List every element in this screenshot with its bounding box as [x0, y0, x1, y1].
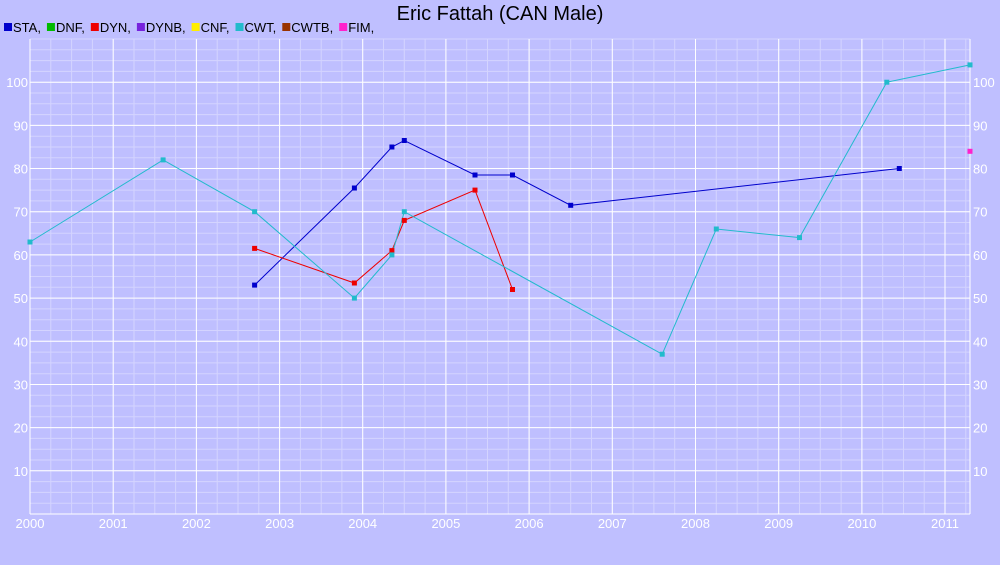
data-point [896, 166, 902, 171]
data-point [160, 157, 166, 163]
x-tick-label: 2001 [99, 516, 128, 531]
x-tick-label: 2005 [431, 516, 460, 531]
series-points [27, 62, 973, 357]
legend-swatch [282, 23, 291, 31]
data-point [389, 248, 395, 254]
legend-swatch [4, 23, 12, 31]
y-tick-label: 60 [14, 248, 28, 263]
minor-gridlines [29, 38, 970, 515]
legend-label: CWT, [245, 20, 277, 35]
data-point [568, 202, 574, 208]
y-tick-label-right: 40 [973, 334, 987, 349]
y-tick-label-right: 90 [973, 118, 987, 133]
y-axis-left-tick-labels: 10 20 30 40 50 60 70 80 90 100 [6, 75, 28, 479]
series-line [29, 64, 971, 355]
data-point [967, 62, 973, 68]
x-tick-label: 2000 [16, 516, 45, 531]
series-lines [29, 64, 971, 355]
y-tick-label: 20 [14, 421, 28, 436]
data-point [351, 280, 357, 286]
y-axis-right-tick-labels: 10 20 30 40 50 60 70 80 90 100 [973, 75, 995, 479]
y-tick-label: 90 [14, 118, 28, 133]
data-point [967, 148, 973, 154]
y-tick-label-right: 50 [973, 291, 987, 306]
data-point [472, 172, 478, 178]
data-point [252, 245, 258, 251]
data-point [797, 235, 802, 241]
y-tick-label: 80 [14, 162, 28, 177]
major-gridlines [29, 39, 971, 515]
data-point [351, 185, 357, 191]
legend-swatch [136, 23, 145, 31]
legend-swatch [46, 23, 55, 31]
data-point [351, 295, 357, 301]
legend-label: CWTB, [291, 20, 333, 35]
legend-label: DYNB, [146, 20, 186, 35]
x-tick-label: 2011 [931, 516, 959, 531]
y-tick-label-right: 20 [973, 421, 987, 436]
data-point [252, 209, 258, 215]
legend-label: CNF, [201, 20, 230, 35]
y-tick-label: 50 [14, 291, 28, 306]
series-line [254, 139, 900, 286]
y-tick-label: 10 [14, 464, 28, 479]
legend-label: DYN, [100, 20, 131, 35]
data-point [389, 144, 395, 150]
x-tick-label: 2006 [515, 516, 544, 531]
legend-swatch [235, 23, 244, 31]
x-axis-tick-labels: 2000 2001 2002 2003 2004 2005 2006 2007 2008 2009… [16, 516, 959, 531]
data-point [510, 287, 515, 292]
y-tick-label-right: 10 [973, 464, 987, 479]
data-point [401, 138, 407, 143]
data-point [252, 282, 258, 288]
y-tick-label: 100 [6, 75, 28, 90]
data-point [659, 351, 665, 357]
x-tick-label: 2002 [182, 516, 211, 531]
data-point [401, 217, 407, 223]
data-point [27, 239, 33, 245]
legend-label: DNF, [56, 20, 85, 35]
y-tick-label-right: 60 [973, 248, 987, 263]
legend-label: STA, [13, 20, 41, 35]
data-point [472, 187, 478, 193]
legend-label: FIM, [348, 20, 374, 35]
data-point [401, 209, 407, 215]
y-tick-label-right: 80 [973, 162, 987, 177]
x-tick-label: 2007 [598, 516, 627, 531]
y-tick-label-right: 70 [973, 205, 987, 220]
data-point [389, 252, 395, 258]
x-tick-label: 2010 [847, 516, 876, 531]
y-tick-label: 30 [14, 378, 28, 393]
y-tick-label: 70 [14, 205, 28, 220]
data-point [713, 226, 719, 232]
legend-swatch [191, 23, 200, 31]
x-tick-label: 2003 [265, 516, 294, 531]
x-tick-label: 2008 [681, 516, 710, 531]
legend: STA, DNF, DYN, DYNB, CNF, CWT, CWTB, FIM, [4, 20, 374, 35]
y-tick-label-right: 100 [973, 75, 995, 90]
data-point [510, 172, 515, 178]
series-line [254, 189, 513, 290]
x-tick-label: 2004 [348, 516, 377, 531]
y-tick-label-right: 30 [973, 378, 987, 393]
x-tick-label: 2009 [764, 516, 793, 531]
data-point [884, 79, 890, 85]
chart-title: Eric Fattah (CAN Male) [397, 3, 604, 25]
legend-swatch [339, 23, 348, 31]
legend-swatch [90, 23, 99, 31]
y-tick-label: 40 [14, 334, 28, 349]
